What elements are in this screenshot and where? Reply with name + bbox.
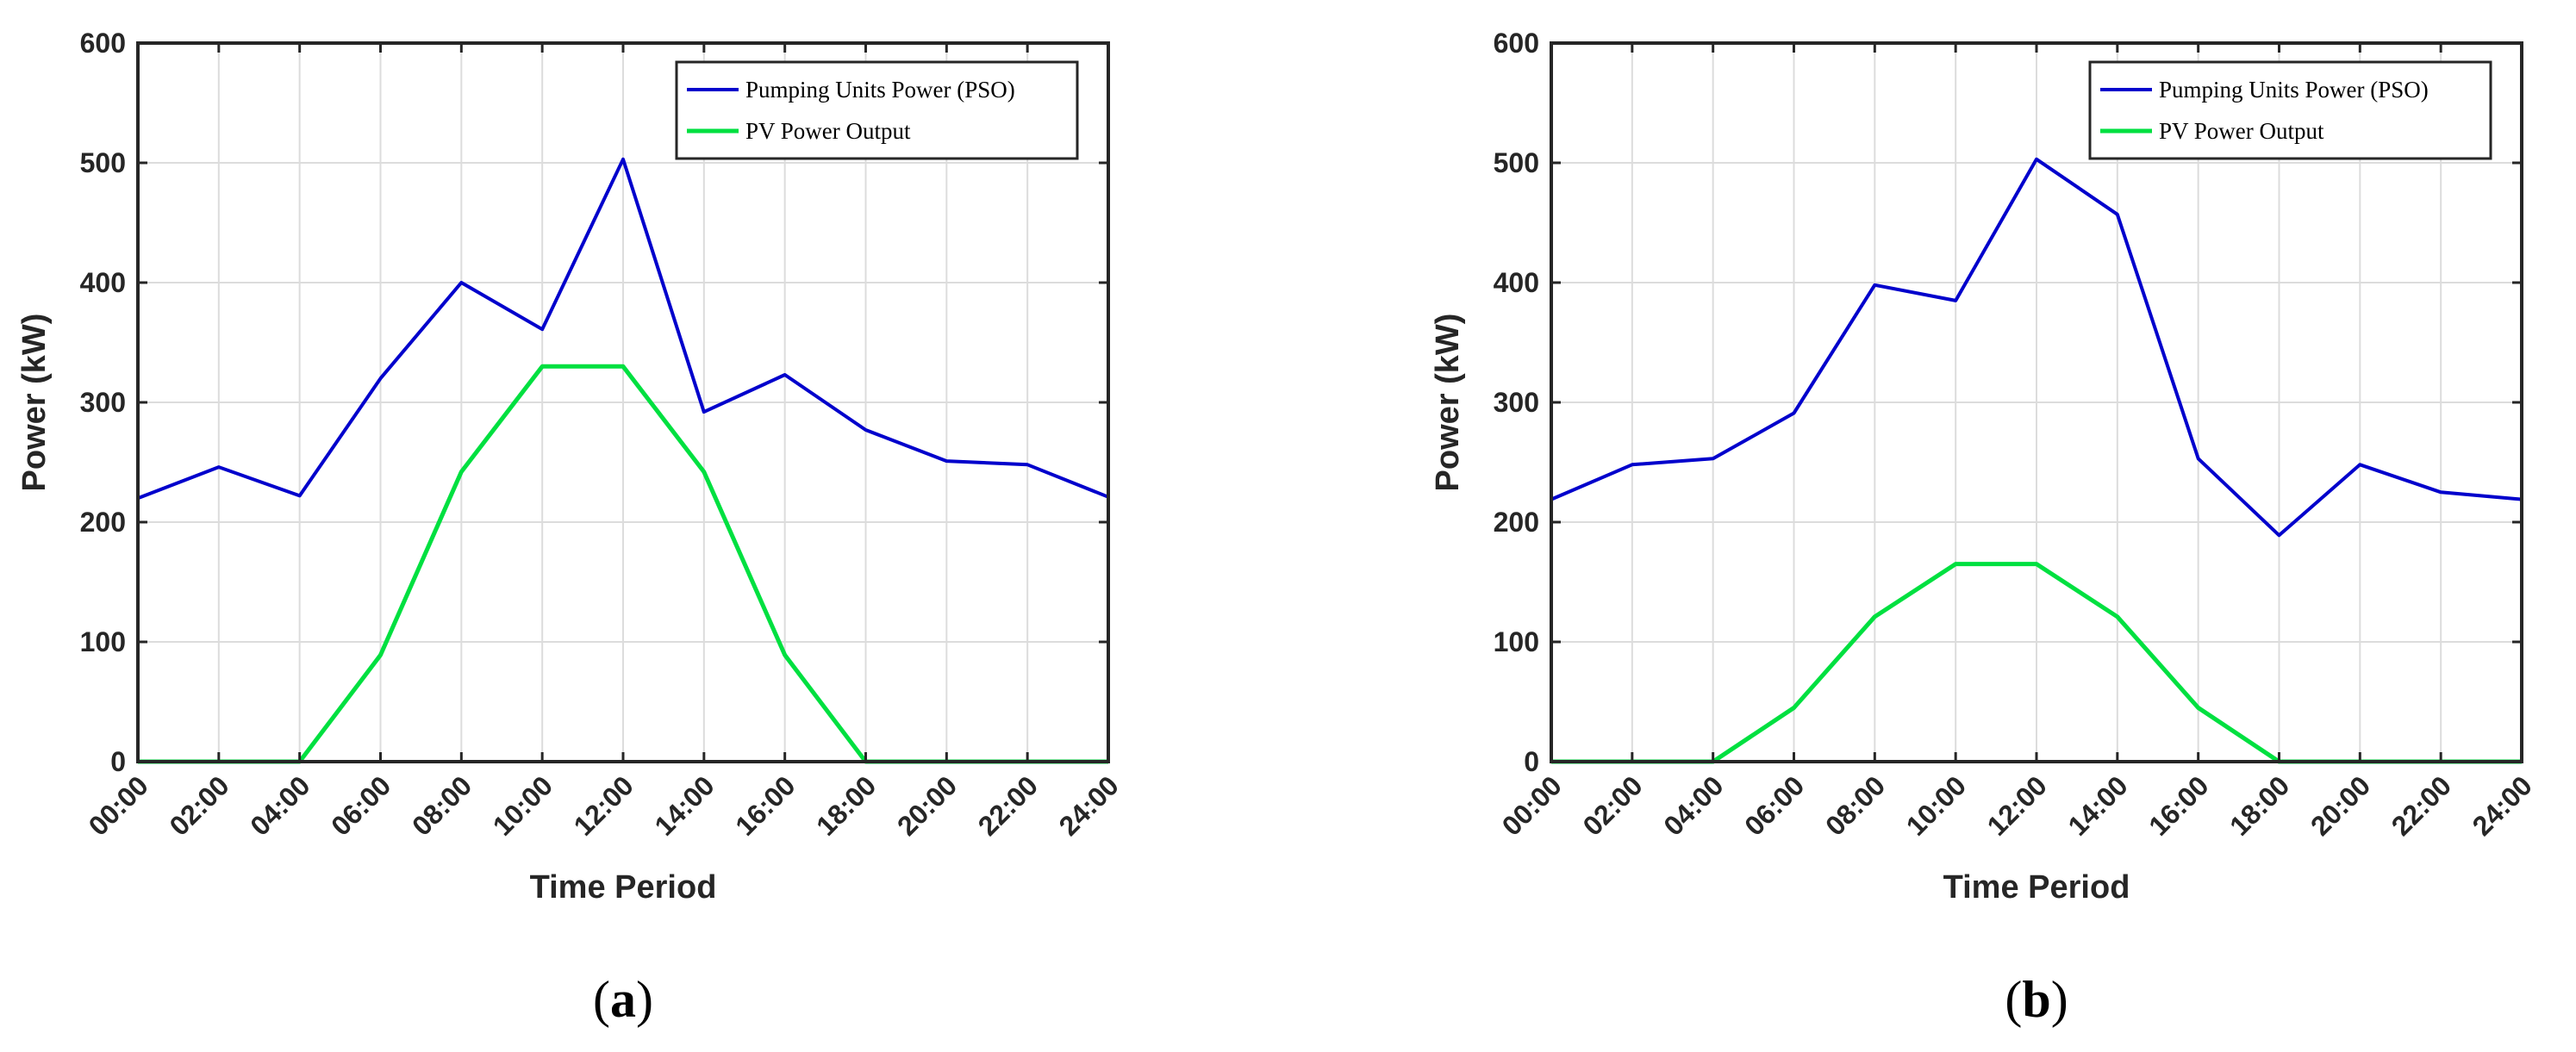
x-tick-label: 04:00: [1657, 769, 1729, 841]
x-tick-label: 12:00: [568, 769, 639, 841]
y-tick-label: 600: [80, 28, 126, 59]
x-axis-label: Time Period: [530, 869, 717, 906]
legend: Pumping Units Power (PSO) PV Power Output: [675, 60, 1079, 160]
x-tick-label: 10:00: [487, 769, 558, 841]
grid: [1551, 43, 2522, 762]
y-tick-label: 300: [1494, 387, 1539, 418]
legend-entry: Pumping Units Power (PSO): [745, 77, 1015, 103]
x-tick-label: 10:00: [1900, 769, 1972, 841]
series-line-pumping-units-power: [1550, 157, 2523, 538]
y-tick-label: 100: [80, 626, 126, 657]
grid: [138, 43, 1108, 762]
legend-entry: Pumping Units Power (PSO): [2159, 77, 2429, 103]
panel-letter: a: [610, 971, 636, 1028]
legend-entry: PV Power Output: [2159, 118, 2324, 144]
series-line-pumping-units-power: [137, 157, 1109, 501]
x-tick-label: 24:00: [1053, 769, 1125, 841]
x-tick-label: 08:00: [406, 769, 477, 841]
y-tick-label: 400: [80, 267, 126, 298]
x-tick-label: 16:00: [2143, 769, 2214, 841]
x-tick-label: 20:00: [2305, 769, 2376, 841]
panel-label: (a): [593, 971, 653, 1028]
x-tick-label: 24:00: [2467, 769, 2538, 841]
legend-box: [675, 60, 1079, 160]
x-tick-label: 18:00: [810, 769, 882, 841]
y-tick-label: 500: [1494, 147, 1539, 178]
x-tick-label: 04:00: [244, 769, 315, 841]
x-tick-label: 02:00: [163, 769, 234, 841]
panel-letter: b: [2022, 971, 2050, 1028]
x-tick-label: 16:00: [729, 769, 801, 841]
x-tick-label: 08:00: [1819, 769, 1891, 841]
y-tick-label: 200: [80, 507, 126, 538]
y-tick-label: 300: [80, 387, 126, 418]
chart-panel-b: 00:00 02:00 04:00 06:00 08:00 10:00 12:00 14:00…: [1430, 28, 2538, 1028]
x-tick-label: 22:00: [972, 769, 1044, 841]
x-tick-label: 22:00: [2386, 769, 2457, 841]
x-tick-label: 06:00: [1738, 769, 1810, 841]
y-tick-label: 400: [1494, 267, 1539, 298]
y-tick-label: 100: [1494, 626, 1539, 657]
y-axis-label: Power (kW): [1430, 314, 1466, 492]
chart-panel-a: 00:00 02:00 04:00 06:00 08:00 10:00 12:00 14:00…: [16, 28, 1125, 1028]
y-axis-label: Power (kW): [16, 314, 53, 492]
x-axis-label: Time Period: [1943, 869, 2130, 906]
x-tick-label: 02:00: [1576, 769, 1648, 841]
legend: Pumping Units Power (PSO) PV Power Output: [2088, 60, 2492, 160]
x-tick-label: 20:00: [891, 769, 963, 841]
y-tick-label: 200: [1494, 507, 1539, 538]
x-tick-label: 14:00: [2061, 769, 2133, 841]
x-tick-label: 12:00: [1981, 769, 2053, 841]
x-tick-label: 14:00: [648, 769, 720, 841]
x-tick-label: 00:00: [83, 769, 154, 841]
legend-entry: PV Power Output: [745, 118, 911, 144]
x-tick-label: 06:00: [325, 769, 396, 841]
y-tick-label: 0: [1524, 746, 1539, 777]
y-tick-label: 0: [110, 746, 126, 777]
panel-label: (b): [2005, 971, 2068, 1028]
y-tick-label: 500: [80, 147, 126, 178]
legend-box: [2088, 60, 2492, 160]
x-tick-label: 00:00: [1496, 769, 1568, 841]
x-tick-label: 18:00: [2224, 769, 2295, 841]
y-tick-label: 600: [1494, 28, 1539, 59]
